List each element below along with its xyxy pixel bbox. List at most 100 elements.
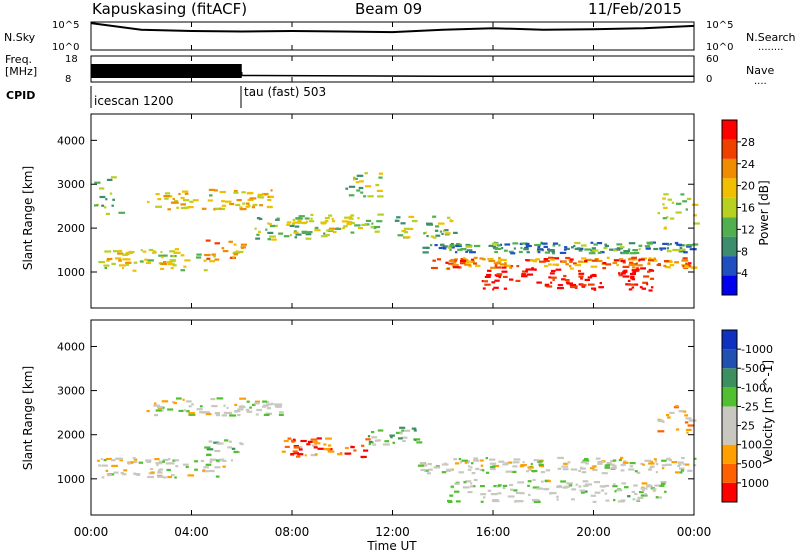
range-gate-cell (537, 246, 541, 249)
range-gate-cell (469, 251, 476, 254)
range-gate-cell (432, 215, 437, 218)
range-gate-cell (582, 459, 590, 462)
range-gate-cell (227, 446, 232, 449)
range-gate-cell (468, 465, 471, 468)
range-gate-cell (395, 431, 403, 434)
range-gate-cell (106, 257, 113, 261)
range-gate-cell (663, 206, 668, 209)
range-gate-cell (155, 409, 162, 412)
colorbar-tick-label: -1000 (741, 343, 773, 356)
range-gate-cell (99, 187, 105, 190)
range-gate-cell (293, 445, 299, 448)
range-gate-cell (360, 455, 367, 458)
range-gate-cell (326, 229, 330, 232)
range-gate-cell (402, 439, 406, 443)
range-gate-cell (367, 195, 374, 198)
colorbar-swatch (722, 444, 737, 464)
range-gate-cell (186, 400, 192, 403)
range-gate-cell (661, 464, 666, 467)
range-gate-cell (460, 248, 467, 251)
range-gate-cell (111, 459, 116, 462)
range-gate-cell (662, 203, 665, 206)
range-gate-cell (233, 450, 239, 453)
colorbar-tick-label: 8 (741, 245, 748, 258)
range-gate-cell (490, 468, 496, 471)
range-gate-cell (550, 258, 555, 261)
range-gate-cell (341, 220, 349, 223)
range-gate-cell (389, 434, 395, 437)
colorbar-tick-label: -100 (741, 381, 766, 394)
range-gate-cell (206, 448, 214, 451)
range-gate-cell (344, 216, 349, 219)
range-gate-cell (618, 458, 622, 462)
range-gate-cell (109, 192, 113, 195)
range-gate-cell (594, 258, 599, 261)
range-gate-cell (377, 429, 384, 432)
range-gate-cell (680, 471, 683, 474)
range-gate-cell (604, 492, 608, 495)
range-gate-cell (669, 243, 672, 246)
range-gate-cell (189, 200, 194, 203)
range-gate-cell (211, 405, 218, 408)
range-gate-cell (196, 408, 203, 411)
range-gate-cell (673, 406, 679, 409)
range-gate-cell (679, 246, 683, 250)
range-gate-cell (576, 247, 581, 250)
nsearch-label: N.Search (746, 31, 796, 44)
range-gate-cell (208, 440, 213, 443)
range-gate-cell (411, 220, 418, 223)
range-gate-cell (157, 469, 161, 472)
range-gate-cell (450, 246, 455, 249)
range-gate-cell (622, 275, 630, 278)
range-gate-cell (157, 475, 164, 478)
range-gate-cell (629, 462, 636, 465)
range-gate-cell (440, 243, 445, 246)
range-gate-cell (456, 500, 461, 503)
range-gate-cell (537, 460, 543, 463)
colorbar-swatch (722, 120, 737, 140)
range-gate-cell (592, 500, 597, 503)
range-gate-cell (463, 256, 466, 260)
range-gate-cell (632, 271, 637, 274)
range-gate-cell (487, 269, 492, 272)
range-gate-cell (541, 242, 548, 245)
range-gate-cell (544, 479, 550, 482)
range-gate-cell (527, 484, 530, 487)
range-gate-cell (646, 241, 654, 244)
range-gate-cell (187, 206, 194, 209)
range-gate-cell (513, 247, 516, 250)
y-tick-label: 4000 (57, 134, 85, 147)
range-gate-cell (512, 242, 519, 245)
range-gate-cell (361, 444, 365, 447)
range-gate-cell (629, 465, 634, 468)
range-gate-cell (426, 222, 433, 225)
range-gate-cell (454, 259, 457, 262)
range-gate-cell (447, 246, 452, 249)
range-gate-cell (276, 405, 280, 408)
range-gate-cell (153, 404, 160, 407)
range-gate-cell (444, 229, 449, 232)
range-gate-cell (373, 225, 381, 229)
range-gate-cell (642, 463, 645, 466)
range-gate-cell (581, 257, 587, 260)
range-gate-cell (660, 248, 663, 251)
range-gate-cell (603, 247, 608, 250)
range-gate-cell (552, 244, 556, 247)
range-gate-cell (240, 442, 244, 446)
range-gate-cell (295, 233, 302, 236)
range-gate-cell (255, 413, 259, 416)
range-gate-cell (585, 258, 592, 261)
range-gate-cell (126, 258, 131, 261)
range-gate-cell (595, 457, 601, 460)
range-gate-cell (167, 208, 171, 211)
range-gate-cell (669, 217, 675, 220)
range-gate-cell (239, 405, 245, 408)
range-gate-cell (249, 197, 257, 200)
range-gate-cell (174, 459, 180, 462)
range-gate-cell (668, 459, 672, 462)
range-gate-cell (564, 246, 568, 249)
range-gate-cell (482, 496, 486, 499)
range-gate-cell (439, 230, 442, 233)
range-gate-cell (172, 197, 175, 201)
range-gate-cell (182, 463, 189, 466)
